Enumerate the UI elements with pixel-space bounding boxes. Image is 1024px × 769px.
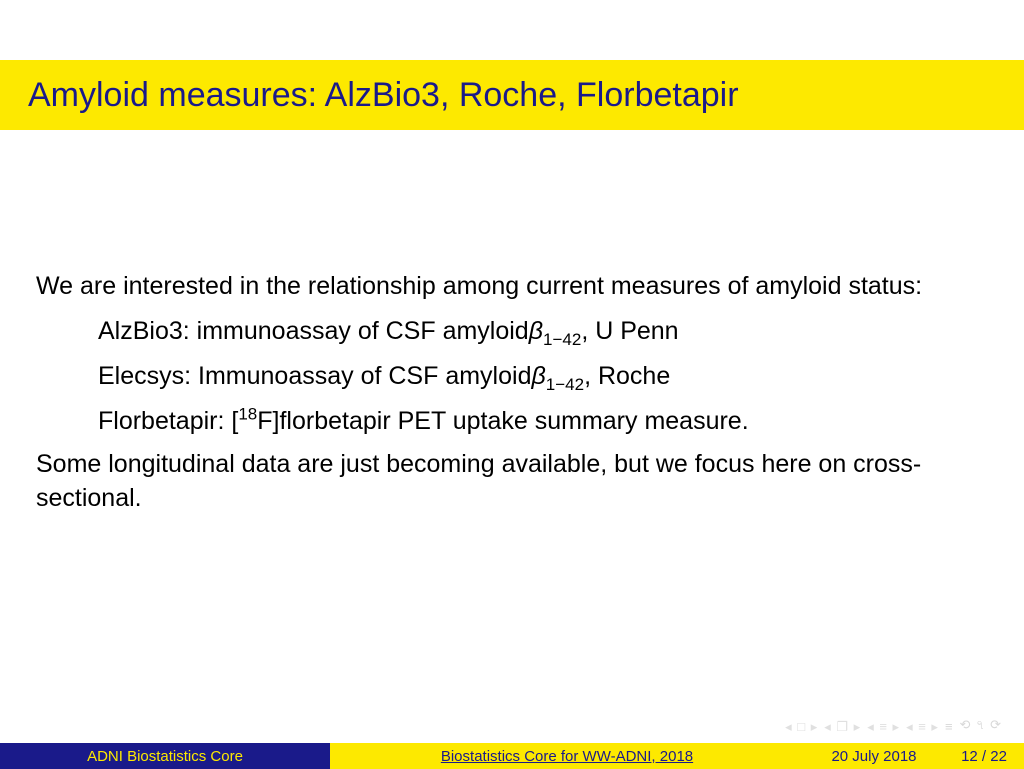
footer-author: ADNI Biostatistics Core: [0, 743, 330, 769]
bullet-item: AlzBio3: immunoassay of CSF amyloidβ1−42…: [98, 310, 988, 355]
nav-up-icon[interactable]: ◂ ≡ ▸: [867, 719, 900, 735]
intro-text: We are interested in the relationship am…: [36, 270, 988, 304]
bullet-item: Elecsys: Immunoassay of CSF amyloidβ1−42…: [98, 355, 988, 400]
footer-date: 20 July 2018: [804, 743, 944, 769]
bullet-item: Florbetapir: [18F]florbetapir PET uptake…: [98, 400, 988, 443]
footer-page: 12 / 22: [944, 743, 1024, 769]
nav-outline-icon[interactable]: ≡: [945, 719, 954, 734]
nav-undo-icon[interactable]: ⟲ ৭ ⟳: [960, 716, 1002, 737]
nav-prev-icon[interactable]: ◂ ❐ ▸: [824, 719, 861, 735]
beamer-nav-icons: ◂ □ ▸ ◂ ❐ ▸ ◂ ≡ ▸ ◂ ≡ ▸ ≡ ⟲ ৭ ⟳: [785, 716, 1002, 737]
nav-down-icon[interactable]: ◂ ≡ ▸: [906, 719, 939, 735]
title-band: Amyloid measures: AlzBio3, Roche, Florbe…: [0, 60, 1024, 130]
outro-text: Some longitudinal data are just becoming…: [36, 448, 988, 516]
nav-first-icon[interactable]: ◂ □ ▸: [785, 719, 818, 735]
slide-body: We are interested in the relationship am…: [36, 270, 988, 522]
slide: Amyloid measures: AlzBio3, Roche, Florbe…: [0, 0, 1024, 769]
footer: ADNI Biostatistics Core Biostatistics Co…: [0, 743, 1024, 769]
slide-title: Amyloid measures: AlzBio3, Roche, Florbe…: [28, 76, 739, 115]
footer-title[interactable]: Biostatistics Core for WW-ADNI, 2018: [330, 743, 804, 769]
bullet-list: AlzBio3: immunoassay of CSF amyloidβ1−42…: [98, 310, 988, 442]
